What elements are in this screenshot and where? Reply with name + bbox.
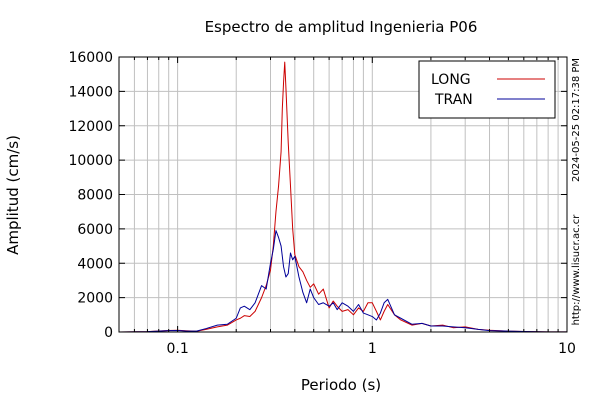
legend: LONG TRAN	[418, 60, 556, 119]
y-tick-label: 16000	[68, 50, 113, 66]
y-tick-label: 6000	[77, 222, 113, 238]
y-tick-label: 12000	[68, 119, 113, 135]
series-line-tran	[118, 230, 568, 333]
series-line-long	[118, 61, 568, 333]
tick-marks	[118, 56, 568, 333]
chart-title: Espectro de amplitud Ingenieria P06	[205, 18, 478, 36]
legend-box	[418, 60, 556, 119]
x-tick-label: 0.1	[166, 341, 188, 357]
y-tick-label: 4000	[77, 256, 113, 272]
x-axis-label: Periodo (s)	[301, 376, 381, 394]
series-layer	[118, 61, 568, 333]
source-url-label: http://www.lisucr.ac.cr	[571, 214, 582, 326]
y-tick-label: 10000	[68, 153, 113, 169]
y-tick-label: 8000	[77, 188, 113, 204]
y-tick-label: 14000	[68, 84, 113, 100]
x-tick-label: 1	[368, 341, 377, 357]
timestamp-label: 2024-05-25 02:17:38 PM	[571, 58, 582, 182]
legend-label-tran: TRAN	[434, 92, 473, 108]
y-tick-label: 2000	[77, 291, 113, 307]
legend-label-long: LONG	[431, 72, 471, 88]
y-axis-label: Amplitud (cm/s)	[4, 135, 22, 255]
y-tick-label: 0	[104, 325, 113, 341]
tick-labels: 0 2000 4000 6000 8000 10000 12000 14000 16000 0.1…	[68, 50, 575, 357]
x-tick-label: 10	[558, 341, 576, 357]
